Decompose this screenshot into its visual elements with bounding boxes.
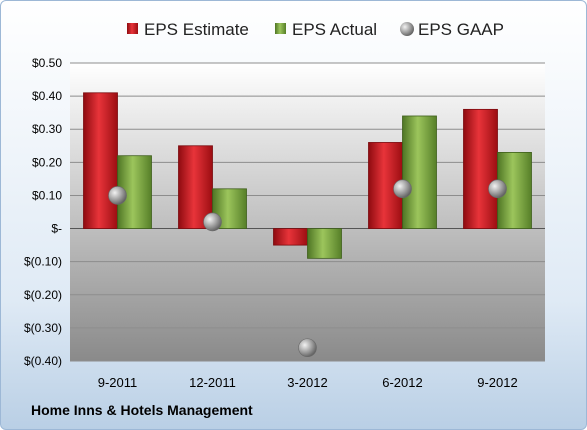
y-axis: $0.50 $0.40 $0.30 $0.20 $0.10 $- $(0.10) $(0.20… xyxy=(24,56,62,368)
y-tick-label: $0.30 xyxy=(32,122,62,136)
y-tick-label: $0.50 xyxy=(32,56,62,70)
bar-eps-estimate xyxy=(273,228,308,246)
legend-label: EPS Estimate xyxy=(144,20,249,39)
legend-label: EPS Actual xyxy=(292,20,377,39)
marker-eps-gaap xyxy=(203,212,222,232)
y-tick-label: $(0.30) xyxy=(24,321,62,335)
x-tick-label: 6-2012 xyxy=(382,375,422,390)
y-tick-label: $0.20 xyxy=(32,155,62,169)
marker-eps-gaap xyxy=(393,179,412,199)
bar-eps-actual xyxy=(307,228,342,259)
bar-eps-estimate xyxy=(463,108,498,229)
y-tick-label: $0.40 xyxy=(32,89,62,103)
legend-swatch xyxy=(275,23,286,34)
legend-swatch xyxy=(400,22,414,36)
x-tick-label: 9-2011 xyxy=(98,375,138,390)
x-tick-label: 3-2012 xyxy=(287,375,327,390)
x-tick-label: 9-2012 xyxy=(477,375,517,390)
legend-label: EPS GAAP xyxy=(418,20,504,39)
bar-eps-actual xyxy=(402,115,437,229)
marker-eps-gaap xyxy=(108,186,127,205)
legend: EPS Estimate EPS Actual EPS GAAP xyxy=(127,20,504,39)
y-tick-label: $- xyxy=(51,222,62,236)
marker-eps-gaap xyxy=(488,179,507,199)
company-name: Home Inns & Hotels Management xyxy=(31,402,253,418)
y-tick-label: $(0.40) xyxy=(24,354,62,368)
y-tick-label: $(0.20) xyxy=(24,288,62,302)
marker-eps-gaap xyxy=(298,338,317,358)
legend-swatch xyxy=(127,23,138,34)
y-tick-label: $(0.10) xyxy=(24,255,62,269)
x-tick-label: 12-2011 xyxy=(189,375,236,390)
bar-eps-estimate xyxy=(83,92,118,229)
y-tick-label: $0.10 xyxy=(32,188,62,202)
x-axis: 9-2011 12-2011 3-2012 6-2012 9-2012 xyxy=(98,375,518,390)
gaap-markers xyxy=(108,179,507,358)
